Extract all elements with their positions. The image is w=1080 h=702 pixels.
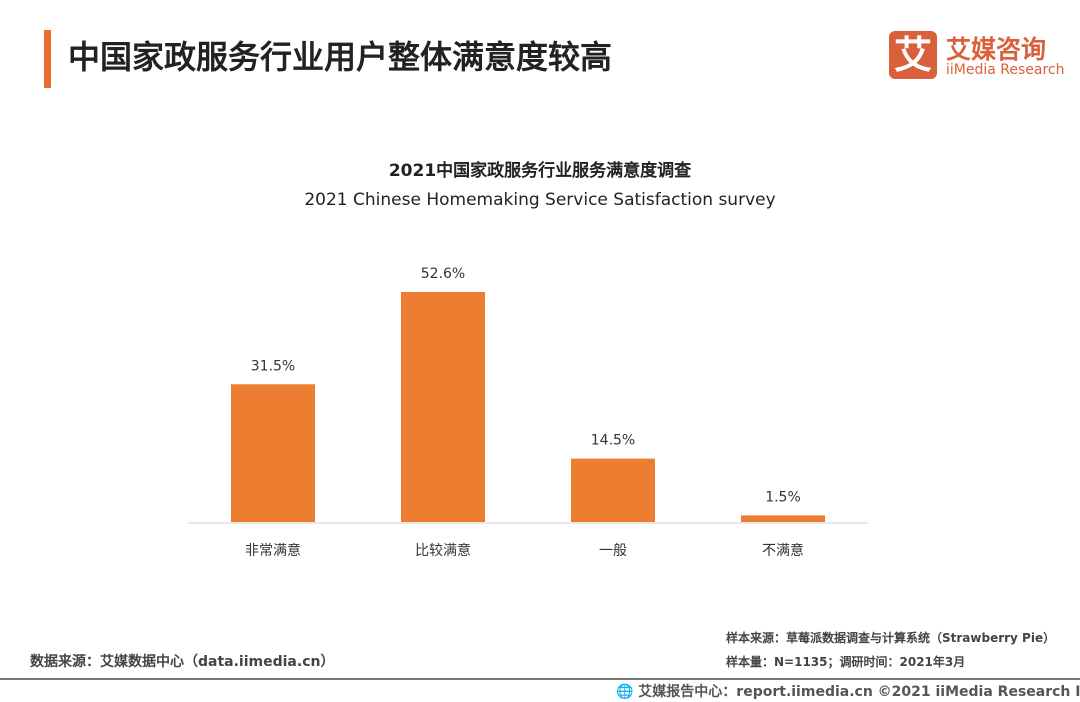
x-tick-label: 比较满意 <box>415 542 471 559</box>
sample-size: 样本量：N=1135；调研时间：2021年3月 <box>726 655 966 669</box>
title-accent-bar <box>44 30 51 88</box>
sample-source: 样本来源：草莓派数据调查与计算系统（Strawberry Pie） <box>726 631 1056 645</box>
data-label: 31.5% <box>251 358 295 374</box>
data-label: 52.6% <box>421 266 465 282</box>
data-label: 1.5% <box>765 489 801 505</box>
x-tick-label: 非常满意 <box>245 542 301 559</box>
bar <box>401 292 485 522</box>
chart-title: 2021中国家政服务行业服务满意度调查 <box>388 161 692 181</box>
logo-text-en: iiMedia Research <box>946 62 1065 78</box>
data-label: 14.5% <box>591 433 635 449</box>
x-tick-label: 不满意 <box>762 542 804 559</box>
footer-divider <box>0 678 1080 680</box>
bar <box>231 384 315 522</box>
logo-text-cn: 艾媒咨询 <box>946 35 1047 64</box>
footer-copyright: 🌐 艾媒报告中心：report.iimedia.cn ©2021 iiMedia… <box>616 684 1080 700</box>
logo-icon: 艾 <box>889 31 937 79</box>
bar <box>571 458 655 522</box>
page-title: 中国家政服务行业用户整体满意度较高 <box>68 38 613 76</box>
data-source: 数据来源：艾媒数据中心（data.iimedia.cn） <box>30 654 335 670</box>
chart-subtitle: 2021 Chinese Homemaking Service Satisfac… <box>304 190 776 210</box>
bar <box>741 515 825 522</box>
x-tick-label: 一般 <box>599 543 627 559</box>
